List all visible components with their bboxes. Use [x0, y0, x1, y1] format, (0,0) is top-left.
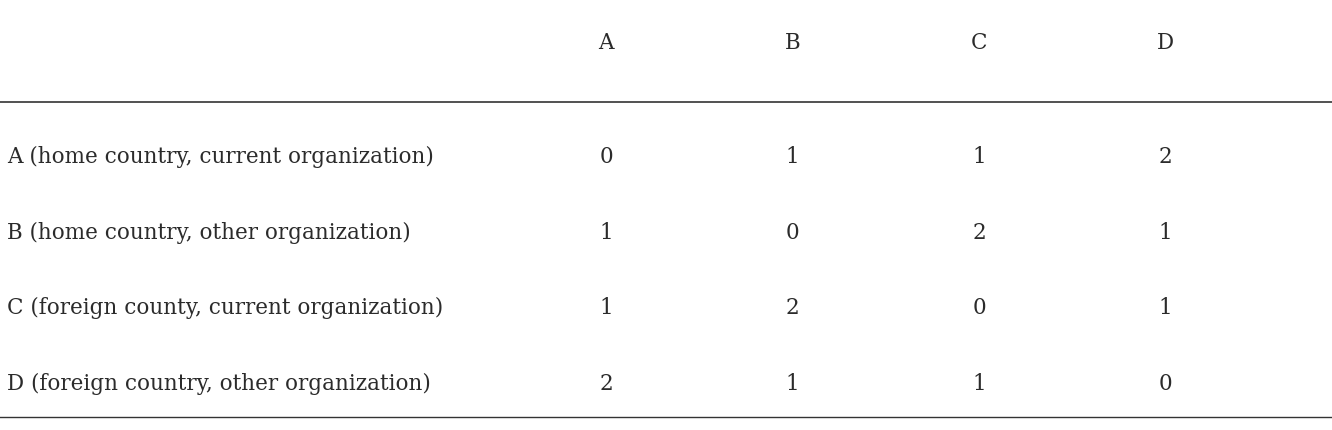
- Text: 2: 2: [972, 221, 986, 243]
- Text: 0: 0: [786, 221, 799, 243]
- Text: 1: 1: [786, 372, 799, 394]
- Text: C: C: [971, 32, 987, 54]
- Text: 2: 2: [599, 372, 613, 394]
- Text: D (foreign country, other organization): D (foreign country, other organization): [7, 372, 430, 394]
- Text: 2: 2: [786, 296, 799, 319]
- Text: 1: 1: [1159, 296, 1172, 319]
- Text: 0: 0: [599, 146, 613, 168]
- Text: 1: 1: [599, 296, 613, 319]
- Text: B (home country, other organization): B (home country, other organization): [7, 221, 410, 243]
- Text: A (home country, current organization): A (home country, current organization): [7, 146, 433, 168]
- Text: B: B: [785, 32, 801, 54]
- Text: A: A: [598, 32, 614, 54]
- Text: 1: 1: [786, 146, 799, 168]
- Text: 1: 1: [972, 372, 986, 394]
- Text: 0: 0: [1159, 372, 1172, 394]
- Text: D: D: [1158, 32, 1173, 54]
- Text: C (foreign county, current organization): C (foreign county, current organization): [7, 296, 444, 319]
- Text: 2: 2: [1159, 146, 1172, 168]
- Text: 1: 1: [1159, 221, 1172, 243]
- Text: 1: 1: [972, 146, 986, 168]
- Text: 1: 1: [599, 221, 613, 243]
- Text: 0: 0: [972, 296, 986, 319]
